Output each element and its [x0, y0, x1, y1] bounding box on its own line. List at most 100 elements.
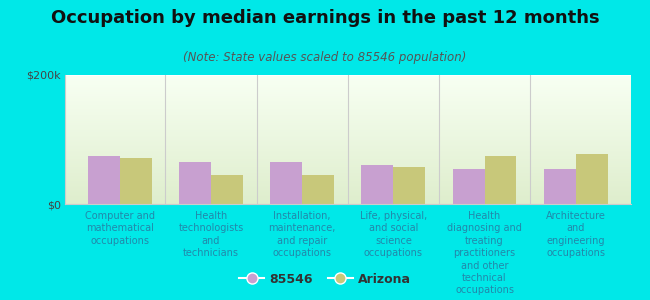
Bar [65, 92, 630, 93]
Bar [65, 87, 630, 88]
Bar [65, 89, 630, 91]
Bar [65, 98, 630, 100]
Text: Occupation by median earnings in the past 12 months: Occupation by median earnings in the pas… [51, 9, 599, 27]
Bar [65, 123, 630, 124]
Bar [65, 79, 630, 80]
Bar [65, 127, 630, 128]
Bar [65, 100, 630, 101]
Bar [65, 177, 630, 178]
Bar [65, 182, 630, 183]
Bar [65, 96, 630, 97]
Bar [65, 173, 630, 174]
Bar [65, 174, 630, 175]
Bar [65, 165, 630, 166]
Bar [65, 94, 630, 96]
Bar [65, 75, 630, 76]
Bar [544, 169, 576, 204]
Bar [65, 122, 630, 123]
Bar [393, 167, 425, 204]
Bar [65, 119, 630, 120]
Bar [65, 143, 630, 145]
Bar [120, 158, 151, 204]
Bar [65, 164, 630, 165]
Bar [65, 114, 630, 115]
Bar [65, 187, 630, 188]
Bar [65, 200, 630, 201]
Bar [65, 160, 630, 161]
Bar [576, 154, 608, 204]
Bar [88, 156, 120, 204]
Bar [65, 120, 630, 122]
Bar [65, 109, 630, 110]
Bar [65, 129, 630, 130]
Bar [65, 184, 630, 186]
Bar [65, 181, 630, 182]
Bar [65, 148, 630, 150]
Bar [65, 78, 630, 79]
Bar [65, 195, 630, 196]
Bar [65, 201, 630, 203]
Bar [65, 134, 630, 136]
Bar [65, 178, 630, 179]
Bar [65, 85, 630, 87]
Bar [65, 130, 630, 132]
Bar [65, 103, 630, 105]
Bar [65, 91, 630, 92]
Bar [65, 154, 630, 155]
Bar [484, 156, 517, 204]
Bar [65, 151, 630, 152]
Bar [65, 150, 630, 151]
Bar [361, 165, 393, 204]
Bar [65, 116, 630, 118]
Bar [65, 76, 630, 78]
Bar [65, 191, 630, 192]
Bar [65, 115, 630, 116]
Bar [65, 106, 630, 107]
Bar [65, 188, 630, 190]
Bar [65, 88, 630, 89]
Bar [65, 81, 630, 83]
Bar [65, 136, 630, 137]
Bar [65, 179, 630, 181]
Bar [65, 190, 630, 191]
Bar [65, 101, 630, 102]
Bar [65, 118, 630, 119]
Bar [270, 162, 302, 204]
Bar [65, 132, 630, 133]
Bar [302, 175, 334, 204]
Bar [65, 105, 630, 106]
Bar [65, 203, 630, 204]
Bar [65, 80, 630, 81]
Bar [65, 169, 630, 170]
Bar [65, 140, 630, 141]
Bar [65, 138, 630, 140]
Bar [65, 124, 630, 125]
Bar [65, 159, 630, 160]
Bar [65, 145, 630, 146]
Bar [452, 169, 484, 204]
Bar [65, 142, 630, 143]
Bar [65, 110, 630, 111]
Bar [179, 162, 211, 204]
Bar [65, 128, 630, 129]
Bar [65, 167, 630, 168]
Bar [211, 175, 243, 204]
Bar [65, 186, 630, 187]
Bar [65, 197, 630, 199]
Bar [65, 107, 630, 109]
Text: (Note: State values scaled to 85546 population): (Note: State values scaled to 85546 popu… [183, 51, 467, 64]
Bar [65, 147, 630, 148]
Bar [65, 97, 630, 98]
Bar [65, 156, 630, 158]
Bar [65, 137, 630, 138]
Bar [65, 133, 630, 134]
Bar [65, 170, 630, 172]
Bar [65, 146, 630, 147]
Bar [65, 102, 630, 104]
Bar [65, 152, 630, 154]
Bar [65, 199, 630, 200]
Bar [65, 168, 630, 169]
Bar [65, 84, 630, 85]
Bar [65, 176, 630, 177]
Bar [65, 192, 630, 194]
